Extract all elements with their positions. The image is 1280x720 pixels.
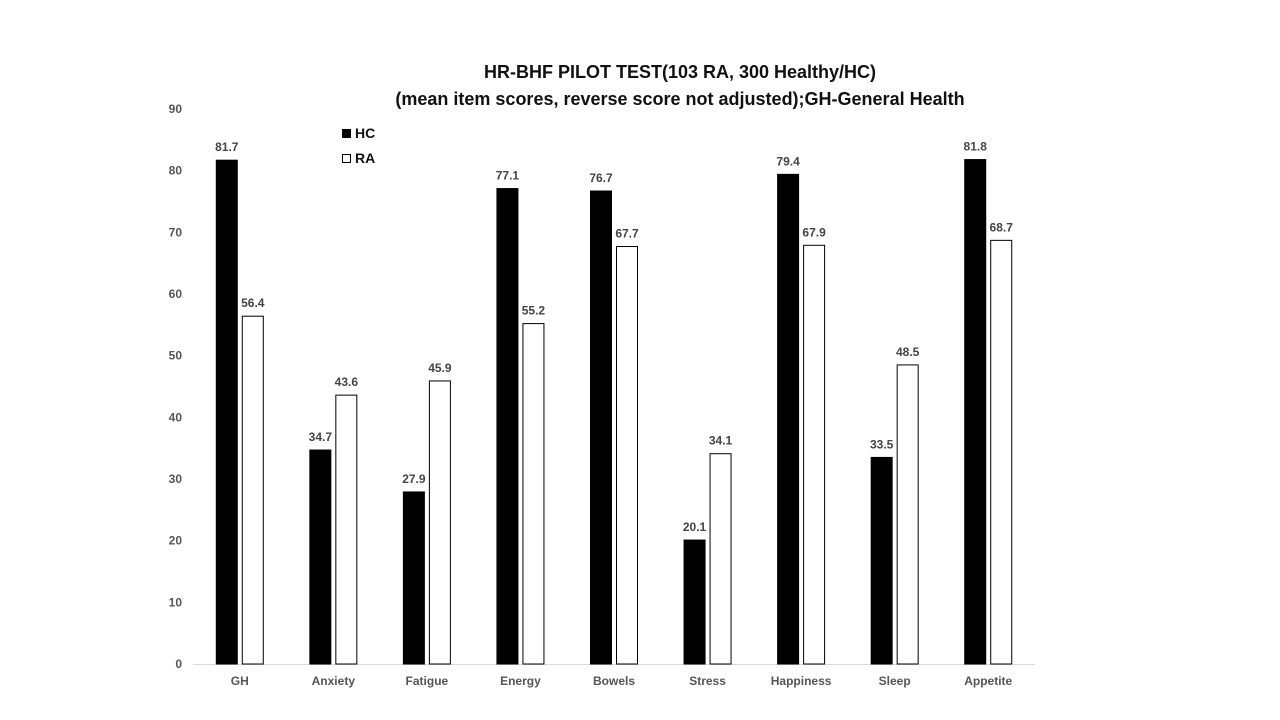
bar-hc [215,159,238,665]
y-tick-label: 0 [175,657,182,671]
bar-ra [709,453,732,665]
data-label-hc: 76.7 [589,171,613,185]
y-tick-label: 40 [169,410,183,424]
y-tick-label: 10 [169,595,183,609]
y-tick-label: 70 [169,225,183,239]
bar-hc [964,159,987,665]
y-tick-label: 20 [169,534,183,548]
bar-ra [241,315,264,665]
y-tick-label: 60 [169,287,183,301]
data-label-hc: 33.5 [870,437,894,451]
bar-ra [896,364,919,665]
legend-label-ra: RA [355,150,376,166]
data-label-ra: 43.6 [335,375,359,389]
bar-hc [777,173,800,665]
bar-hc [402,491,425,665]
y-tick-label: 50 [169,349,183,363]
data-label-ra: 67.7 [615,227,639,241]
bar-ra [428,380,451,665]
data-label-hc: 27.9 [402,472,426,486]
x-tick-label: GH [231,674,249,688]
x-tick-label: Stress [689,674,726,688]
y-tick-label: 30 [169,472,183,486]
legend-label-hc: HC [355,125,376,141]
data-label-hc: 20.1 [683,520,707,534]
data-label-ra: 56.4 [241,296,265,310]
bar-ra [335,394,358,665]
bar-ra [803,244,826,665]
legend-item-hc: HC [342,125,375,141]
bar-ra [522,323,545,665]
data-label-ra: 55.2 [522,304,546,318]
legend-swatch-ra [342,153,351,163]
data-label-hc: 81.8 [964,140,988,154]
data-label-hc: 34.7 [309,430,333,444]
x-tick-label: Bowels [593,674,635,688]
bar-hc [683,539,706,665]
chart-subtitle: (mean item scores, reverse score not adj… [395,89,965,109]
chart-title: HR-BHF PILOT TEST(103 RA, 300 Healthy/HC… [483,62,877,82]
legend-swatch-hc [342,128,351,138]
x-tick-label: Fatigue [406,674,449,688]
bar-hc [590,190,612,665]
x-tick-label: Energy [500,674,541,688]
bar-hc [496,188,519,665]
y-tick-label: 80 [169,164,183,178]
x-tick-label: Happiness [771,674,832,688]
data-label-ra: 45.9 [428,361,452,375]
data-label-ra: 48.5 [896,345,920,359]
data-label-hc: 77.1 [496,169,520,183]
data-label-ra: 67.9 [802,225,826,239]
bar-hc [870,456,893,665]
bar-hc [309,449,332,665]
data-label-ra: 34.1 [709,434,733,448]
data-label-ra: 68.7 [990,220,1014,234]
x-tick-label: Appetite [964,674,1012,688]
x-tick-label: Anxiety [312,674,356,688]
x-tick-label: Sleep [879,674,911,688]
data-label-hc: 79.4 [776,154,800,168]
data-label-hc: 81.7 [215,140,239,154]
legend-item-ra: RA [342,150,375,166]
bar-ra [616,246,638,665]
y-tick-label: 90 [169,102,183,116]
bar-ra [990,239,1013,665]
